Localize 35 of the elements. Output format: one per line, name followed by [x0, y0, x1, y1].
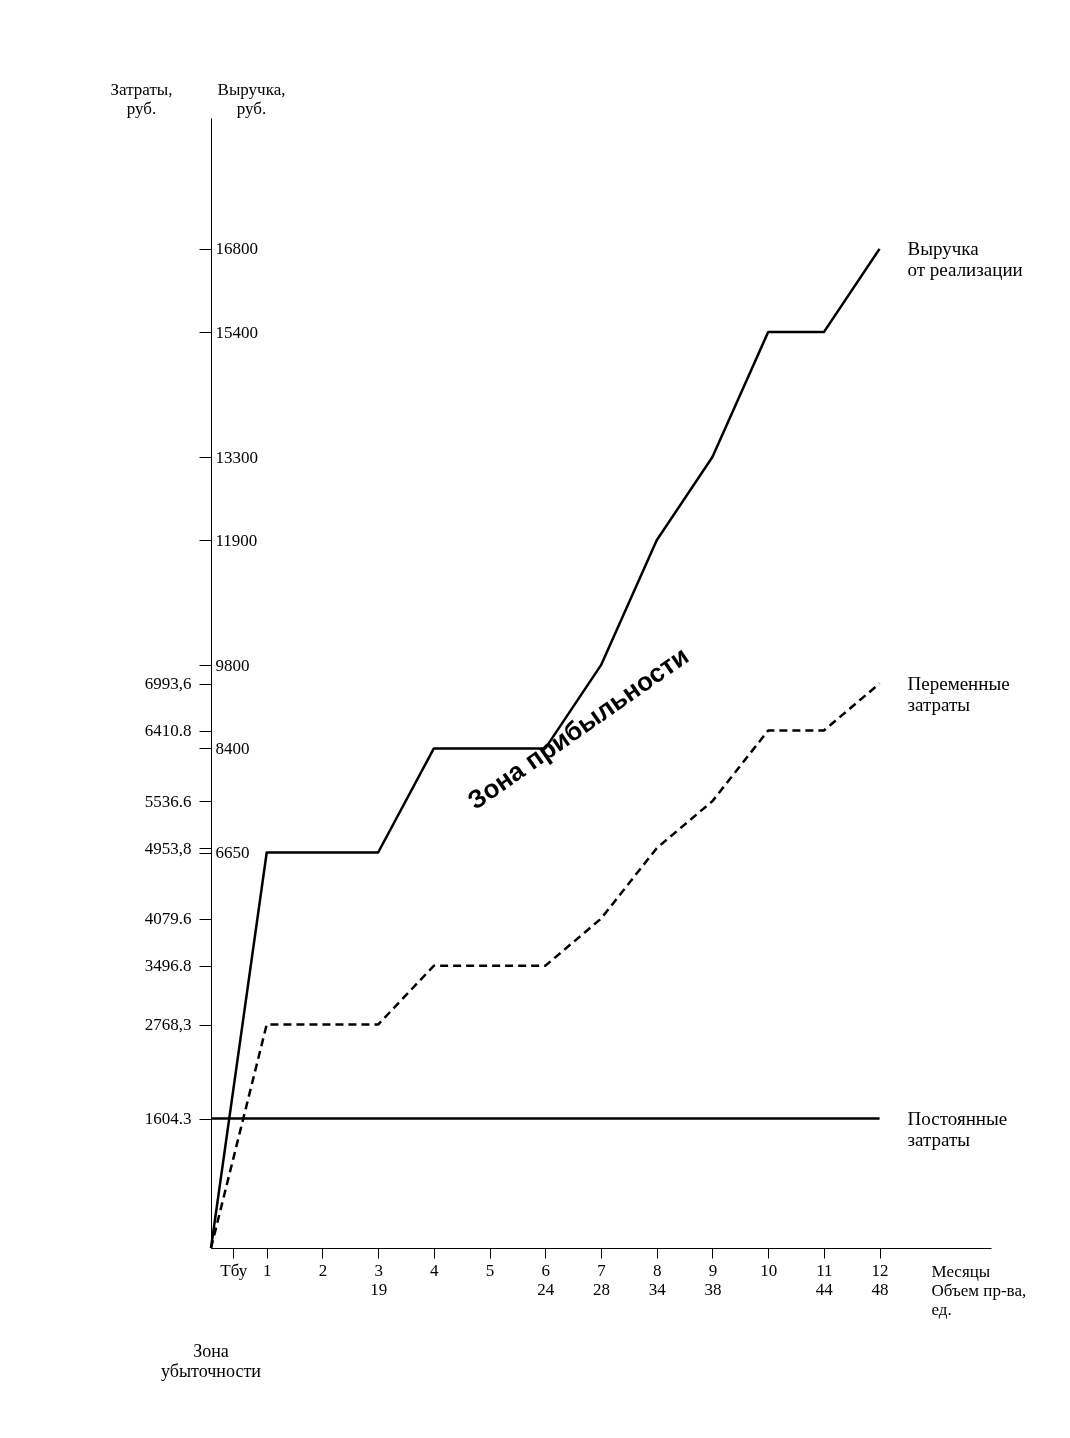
- x-tick-label: Тбу: [220, 1260, 248, 1280]
- y-tick-label: 11900: [215, 530, 258, 550]
- x-axis-title: Месяцы Объем пр-ва, ед.: [931, 1261, 1027, 1319]
- y2-tick-label: 6410.8: [144, 721, 192, 741]
- y2-tick-label: 3496.8: [144, 956, 192, 976]
- x-tick-label: 3 19: [370, 1260, 388, 1299]
- x-tick-label: 8 34: [648, 1260, 667, 1299]
- x-tick-label: 2: [318, 1260, 328, 1280]
- y2-tick-label: 2768,3: [144, 1015, 192, 1035]
- x-tick-label: 6 24: [537, 1260, 555, 1299]
- y-tick-label: 9800: [215, 655, 250, 675]
- x-tick-label: 10: [760, 1260, 778, 1280]
- y2-tick-label: 4079.6: [144, 909, 192, 929]
- x-tick-label: 5: [485, 1260, 495, 1280]
- y-tick-label: 13300: [215, 447, 258, 467]
- x-tick-label: 11 44: [815, 1260, 834, 1299]
- y-tick-label: 8400: [215, 738, 250, 758]
- series-label: Постоянные затраты: [907, 1107, 1008, 1150]
- x-tick-label: 12 48: [871, 1260, 889, 1299]
- y2-axis-title: Затраты, руб.: [110, 79, 173, 118]
- series-label: Выручка от реализации: [907, 237, 1023, 280]
- x-tick-label: 7 28: [593, 1260, 610, 1299]
- x-tick-label: 4: [430, 1260, 440, 1280]
- x-tick-label: 1: [262, 1260, 272, 1280]
- y2-tick-label: 1604.3: [144, 1109, 192, 1129]
- y2-tick-label: 5536.6: [144, 791, 192, 811]
- y-tick-label: 15400: [215, 322, 258, 342]
- y-tick-label: 6650: [215, 843, 250, 862]
- y-axis-title: Выручка, руб.: [217, 79, 286, 118]
- y2-tick-label: 6993,6: [144, 674, 192, 694]
- y-tick-label: 16800: [215, 239, 258, 259]
- y2-tick-label: 4953,8: [144, 838, 192, 858]
- x-tick-label: 9 38: [704, 1260, 722, 1299]
- text: Зона убыточности: [161, 1341, 262, 1381]
- series-label: Переменные затраты: [907, 672, 1010, 715]
